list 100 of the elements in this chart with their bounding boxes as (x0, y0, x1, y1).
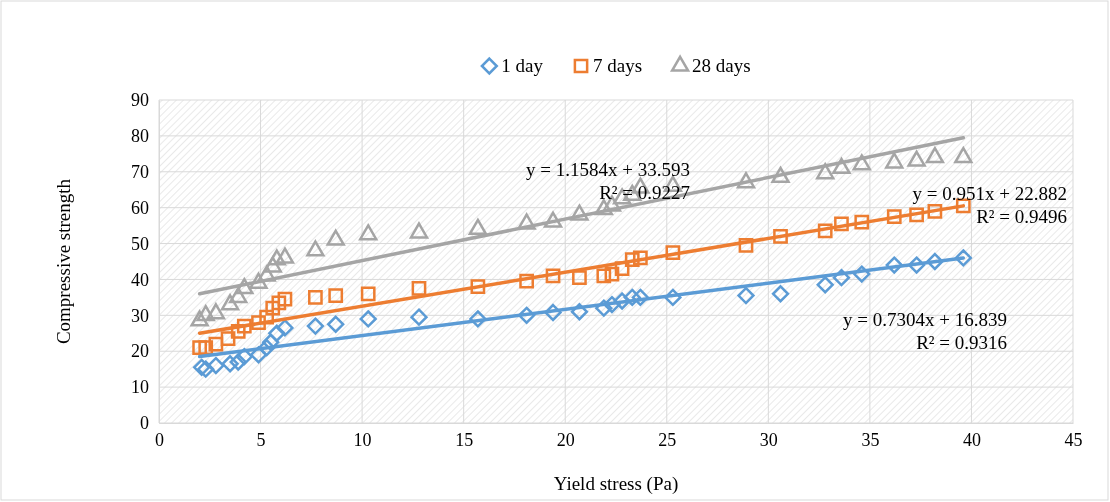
point (853, 265, 871, 283)
point (470, 279, 486, 294)
y-tick-label: 70 (131, 162, 149, 183)
point (665, 245, 681, 260)
x-tick-label: 45 (1064, 429, 1083, 450)
point (359, 310, 377, 328)
annotation: y = 1.1584x + 33.593 R² = 0.9227 (526, 159, 690, 203)
point (328, 288, 344, 303)
point (517, 306, 536, 324)
point (736, 172, 756, 189)
point (738, 237, 754, 253)
x-tick-label: 5 (256, 429, 266, 450)
point (235, 347, 253, 366)
point (664, 288, 682, 307)
legend-label: 28 days (692, 55, 751, 76)
point (251, 315, 266, 330)
point (271, 295, 287, 311)
point (832, 157, 851, 175)
point (771, 166, 790, 184)
point (815, 163, 835, 180)
point (543, 211, 563, 228)
point (198, 340, 214, 356)
point (265, 300, 281, 316)
point (614, 261, 630, 277)
point (927, 203, 943, 219)
point (410, 308, 428, 326)
point (603, 295, 621, 314)
point (633, 250, 648, 266)
point (277, 291, 293, 307)
point (306, 317, 325, 335)
point (411, 281, 427, 296)
point (230, 324, 246, 339)
point (306, 240, 325, 257)
point (249, 272, 268, 289)
point (886, 209, 902, 225)
point (613, 292, 631, 310)
point (326, 229, 345, 246)
x-tick-label: 15 (455, 429, 474, 450)
point (206, 303, 226, 320)
x-tick-label: 0 (155, 429, 164, 450)
point (771, 285, 790, 303)
point (207, 356, 225, 375)
point (235, 277, 254, 295)
point (570, 303, 589, 321)
point (236, 318, 252, 334)
point (358, 224, 378, 241)
point (885, 152, 904, 169)
point (854, 214, 870, 230)
point (624, 252, 640, 268)
point (192, 358, 211, 377)
point (631, 288, 650, 307)
y-tick-label: 30 (131, 305, 149, 326)
y-tick-label: 50 (131, 233, 149, 254)
x-tick-label: 10 (353, 429, 372, 450)
y-tick-label: 90 (131, 90, 149, 111)
point (545, 268, 561, 284)
point (594, 199, 614, 216)
point (623, 288, 641, 307)
x-tick-label: 35 (861, 429, 880, 450)
x-axis-title: Yield stress (Pa) (553, 473, 679, 495)
point (816, 276, 834, 294)
point (192, 340, 207, 356)
y-tick-label: 0 (140, 413, 149, 434)
point (517, 213, 536, 230)
y-tick-label: 60 (131, 197, 149, 218)
point (220, 294, 240, 311)
y-tick-label: 10 (131, 377, 149, 398)
point (954, 146, 973, 164)
y-tick-label: 20 (131, 341, 149, 362)
legend-label: 7 days (593, 55, 643, 76)
point (249, 346, 268, 364)
point (926, 252, 944, 271)
point (885, 256, 903, 274)
point (737, 286, 755, 305)
point (832, 268, 851, 287)
point (275, 247, 295, 264)
point (909, 207, 924, 223)
point (221, 355, 239, 373)
point (229, 353, 247, 371)
point (925, 146, 945, 164)
point (852, 154, 871, 171)
point (208, 336, 224, 352)
x-tick-label: 30 (759, 429, 778, 450)
point (197, 360, 215, 378)
point (570, 204, 589, 221)
point (954, 249, 972, 267)
point (409, 222, 429, 239)
point (773, 229, 788, 244)
point (907, 150, 926, 167)
point (308, 290, 323, 305)
y-tick-label: 80 (131, 126, 149, 147)
x-tick-label: 25 (658, 429, 677, 450)
point (360, 286, 376, 302)
point (267, 249, 287, 266)
point (469, 310, 487, 328)
point (327, 315, 345, 333)
y-axis-title: Compressive strength (53, 178, 74, 345)
legend-label: 1 day (501, 55, 544, 76)
point (263, 256, 282, 273)
point (276, 319, 294, 337)
